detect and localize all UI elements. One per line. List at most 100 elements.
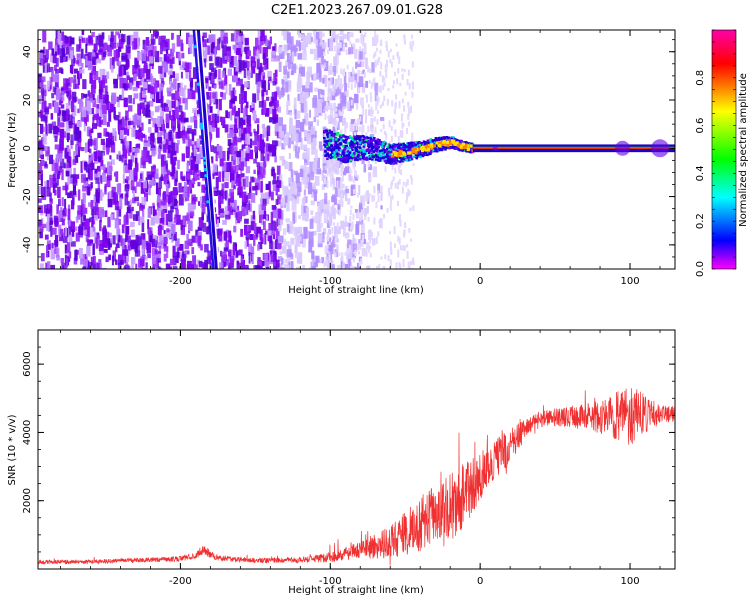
spectrogram-noise-cell xyxy=(54,74,60,82)
spectrogram-noise-cell xyxy=(54,162,58,174)
spectrogram-noise-cell xyxy=(204,244,209,253)
spectrogram-tone-cell xyxy=(381,150,384,153)
spectrogram-tone-cell xyxy=(381,145,384,149)
spectrogram-noise-cell xyxy=(354,48,358,59)
spectrogram-noise-cell xyxy=(38,198,42,203)
spectrogram-faint-cell xyxy=(352,125,355,131)
spectrogram-noise-cell xyxy=(248,243,252,256)
spectrogram-noise-cell xyxy=(235,47,241,55)
spectrogram-noise-cell xyxy=(95,188,101,197)
spectrogram-tone-cell xyxy=(405,159,408,162)
spectrogram-tone-cell xyxy=(401,160,405,163)
spectrogram-faint-cell xyxy=(342,266,345,269)
spectrogram-faint-cell xyxy=(379,104,382,109)
spectrogram-tone-cell xyxy=(410,141,413,145)
spectrogram-faint-cell xyxy=(395,262,398,269)
spectrogram-noise-cell xyxy=(180,111,184,122)
spectrogram-faint-cell xyxy=(386,208,389,213)
spectrogram-noise-cell xyxy=(74,249,78,256)
spectrogram-noise-cell xyxy=(308,241,313,253)
spectrogram-noise-cell xyxy=(261,108,264,115)
spectrogram-tone-cell xyxy=(358,138,362,141)
spectrogram-faint-cell xyxy=(330,66,333,72)
spectrogram-noise-cell xyxy=(112,128,116,136)
spectrogram-noise-cell xyxy=(218,37,221,44)
spectrogram-tone-cell xyxy=(375,150,379,153)
spectrogram-noise-cell xyxy=(187,260,192,269)
spectrogram-noise-cell xyxy=(131,257,134,269)
spectrogram-noise-cell xyxy=(174,99,177,109)
spectrogram-noise-cell xyxy=(91,227,96,237)
spectrogram-noise-cell xyxy=(333,226,338,234)
spectrogram-noise-cell xyxy=(148,64,151,73)
spectrogram-faint-cell xyxy=(394,167,397,174)
spectrogram-tone-cell xyxy=(351,136,355,140)
spectrogram-noise-cell xyxy=(149,230,153,243)
spectrogram-noise-cell xyxy=(82,192,86,204)
spectrogram-noise-cell xyxy=(103,248,108,253)
spectrogram-noise-cell xyxy=(141,50,146,62)
spectrogram-noise-cell xyxy=(124,265,127,269)
spectrogram-tone-cell xyxy=(337,148,341,152)
spectrogram-noise-cell xyxy=(252,186,256,191)
spectrogram-tone-cell xyxy=(387,143,390,146)
spectrogram-faint-cell xyxy=(374,31,377,39)
spectrogram-noise-cell xyxy=(268,189,272,197)
spectrogram-tone-cell xyxy=(324,154,327,157)
spectrogram-noise-cell xyxy=(283,138,289,145)
spectrogram-noise-cell xyxy=(41,88,44,99)
spectrogram-noise-cell xyxy=(209,106,213,113)
spectrogram-noise-cell xyxy=(201,212,204,221)
spectrogram-noise-cell xyxy=(166,228,170,233)
spectrogram-tone-cell xyxy=(410,143,414,146)
spectrogram-faint-cell xyxy=(400,245,402,251)
spectrogram-noise-cell xyxy=(209,262,214,269)
spectrogram-faint-cell xyxy=(401,130,404,139)
spectrogram-tone-cell xyxy=(433,139,436,142)
spectrogram-noise-cell xyxy=(217,109,220,116)
spectrogram-noise-cell xyxy=(42,134,47,145)
spectrogram-noise-cell xyxy=(166,87,172,93)
spectrogram-noise-cell xyxy=(314,149,318,161)
spectrogram-noise-cell xyxy=(315,212,320,224)
spectrogram-faint-cell xyxy=(338,209,341,216)
spectrogram-noise-cell xyxy=(151,166,156,175)
spectrogram-noise-cell xyxy=(58,198,61,207)
spectrogram-faint-cell xyxy=(376,34,379,43)
spectrogram-tone-cell xyxy=(341,159,344,162)
spectrogram-noise-cell xyxy=(59,128,65,139)
spectrogram-noise-cell xyxy=(317,100,320,105)
spectrogram-noise-cell xyxy=(47,261,51,269)
spectrogram-noise-cell xyxy=(243,68,247,78)
spectrogram-tone-cell xyxy=(385,153,389,156)
spectrogram-noise-cell xyxy=(306,136,309,142)
spectrogram-noise-cell xyxy=(245,151,250,162)
spectrogram-noise-cell xyxy=(260,166,266,174)
spectrogram-noise-cell xyxy=(38,170,42,181)
spectrogram-noise-cell xyxy=(137,51,142,61)
spectrogram-noise-cell xyxy=(40,159,45,166)
spectrogram-tone-cell xyxy=(367,142,370,146)
spectrogram-noise-cell xyxy=(102,104,107,114)
spectrogram-noise-cell xyxy=(233,159,236,166)
spectrogram-noise-cell xyxy=(266,38,269,46)
spectrogram-tone-cell xyxy=(423,142,427,145)
spectrogram-tone-cell xyxy=(329,139,333,143)
spectrogram-noise-cell xyxy=(45,116,48,125)
spectrogram-noise-cell xyxy=(66,90,70,97)
spectrogram-noise-cell xyxy=(225,214,230,220)
spectrogram-noise-cell xyxy=(104,183,107,192)
spectrogram-tone-cell xyxy=(361,148,364,152)
spectrogram-noise-cell xyxy=(305,81,310,89)
spectrogram-noise-cell xyxy=(132,98,135,105)
spectrogram-noise-cell xyxy=(131,127,136,138)
spectrogram-noise-cell xyxy=(124,116,128,127)
spectrogram-tone-cell xyxy=(396,150,400,153)
spectrogram-noise-cell xyxy=(283,136,286,148)
spectrogram-tone-cell xyxy=(387,150,391,154)
spectrogram-tone-cell xyxy=(394,161,398,165)
spectrogram-noise-cell xyxy=(279,156,284,161)
spectrogram-noise-cell xyxy=(278,225,282,232)
spectrogram-noise-cell xyxy=(239,78,243,86)
